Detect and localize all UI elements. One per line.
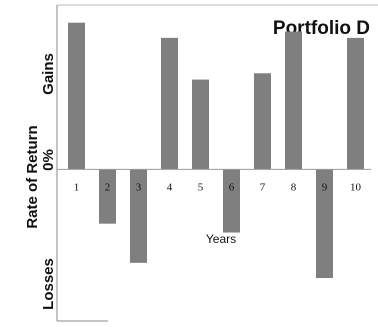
bar-year-8 [285,31,302,170]
x-tick-label: 7 [260,181,266,193]
y-label-zero: 0% [40,149,57,171]
y-label-gains: Gains [40,53,57,95]
bars-group [68,22,364,279]
x-tick-label: 4 [167,181,173,193]
x-tick-label: 8 [291,181,297,193]
x-tick-label: 5 [198,181,204,193]
bar-year-9 [316,169,333,279]
y-label-losses: Losses [40,258,57,310]
bar-year-4 [161,37,178,170]
bar-year-10 [347,37,364,170]
bar-year-6 [223,169,240,233]
bar-year-7 [254,73,271,170]
y-axis-title: Rate of Return [24,125,41,228]
x-axis-title: Years [206,232,236,246]
x-tick-label: 2 [105,181,111,193]
x-tick-label: 6 [229,181,235,193]
x-tick-labels: 1 2 3 4 5 6 7 8 9 10 [74,181,362,193]
x-tick-label: 3 [136,181,142,193]
bar-year-2 [99,169,116,224]
bar-year-3 [130,169,147,263]
bar-year-1 [68,22,85,170]
x-tick-label: 1 [74,181,80,193]
x-tick-label: 10 [350,181,362,193]
x-tick-label: 9 [322,181,328,193]
bar-year-5 [192,79,209,170]
